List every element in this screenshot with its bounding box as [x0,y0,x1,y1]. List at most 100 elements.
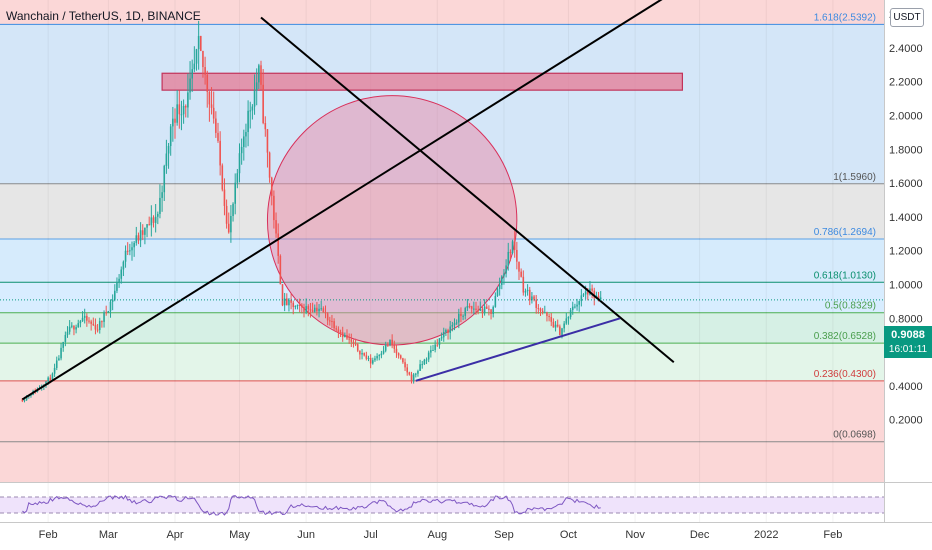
candle-body [425,359,428,361]
candle-body [546,312,548,317]
candle-body [447,329,449,333]
candle-body [442,331,445,338]
candle-body [462,315,464,317]
candle-body [66,331,69,335]
resistance-zone [161,72,683,91]
symbol-title: Wanchain / TetherUS, 1D, BINANCE [6,9,201,23]
candle-body [507,251,510,266]
candle-body [344,334,346,337]
y-tick-label: 0.4000 [889,381,923,393]
fib-label: 0.618(1.0130) [814,270,876,281]
candle-body [122,261,125,270]
candle-body [290,299,292,303]
candle-body [92,323,95,326]
candle-body [571,306,574,311]
candle-body [309,309,312,311]
candle-body [382,350,385,354]
candle-body [71,325,73,327]
drawings-layer [21,0,683,403]
candle-body [389,339,391,346]
candle-body [223,189,226,206]
candle-body [210,104,213,108]
rsi-line [22,494,601,516]
candle-body [230,216,232,233]
y-tick-label: 1.2000 [889,246,923,258]
candle-body [275,220,277,234]
candle-body [324,312,327,314]
x-tick-label: Dec [690,529,710,541]
candle-body [376,356,378,359]
y-tick-label: 1.8000 [889,144,923,156]
candle-body [298,304,301,306]
candle-body [146,224,148,228]
candle-body [260,65,262,85]
candle-body [266,129,269,153]
candle-body [159,197,161,214]
candle-countdown: 16:01:11 [888,344,928,355]
candle-body [361,353,363,355]
candle-body [221,165,224,190]
candle-body [354,343,357,345]
candle-body [578,301,580,305]
candle-body [408,372,411,375]
candle-body [251,106,254,111]
candle-body [477,309,479,311]
candle-body [129,250,131,252]
candle-body [292,302,295,308]
candle-body [415,373,417,375]
candle-body [483,306,486,314]
candle-body [434,344,436,350]
y-tick-label: 1.0000 [889,280,923,292]
candle-body [187,92,189,108]
candle-body [537,307,540,309]
candle-body [94,325,97,330]
candle-body [445,329,447,332]
candle-body [286,298,288,306]
fib-label: 0.786(1.2694) [814,227,876,238]
candle-body [249,110,252,112]
band-extension [0,0,884,25]
candle-body [535,299,537,308]
candle-body [116,281,118,291]
candle-body [49,377,52,380]
rsi-band [0,497,884,513]
candle-body [305,306,307,312]
candle-body [318,308,320,312]
candle-body [172,118,174,127]
candle-body [81,317,84,322]
candle-body [473,308,475,310]
candle-body [88,320,90,322]
candle-body [193,63,196,70]
candle-body [75,327,77,330]
candle-body [503,273,505,277]
candle-body [584,291,587,295]
x-tick-label: Feb [823,529,842,541]
fib-label: 0.236(0.4300) [814,369,876,380]
currency-selector[interactable]: USDT [890,8,924,27]
candle-body [554,324,557,328]
candle-body [200,35,202,51]
candle-body [98,321,101,331]
candle-body [412,374,415,382]
candle-body [406,367,408,373]
candle-body [294,305,297,308]
candle-body [346,334,348,339]
candle-body [322,308,325,313]
candle-body [432,349,434,351]
candle-body [114,290,116,300]
candle-body [124,250,127,262]
candle-body [569,310,572,317]
candle-body [277,233,279,256]
candle-body [498,285,501,289]
candle-body [372,360,374,364]
candle-body [206,74,209,92]
candle-body [561,328,563,336]
candle-body [363,353,365,356]
candle-body [101,321,103,323]
candle-body [326,313,329,321]
candle-body [169,126,172,147]
candle-body [539,308,542,311]
y-tick-label: 2.2000 [889,77,923,89]
